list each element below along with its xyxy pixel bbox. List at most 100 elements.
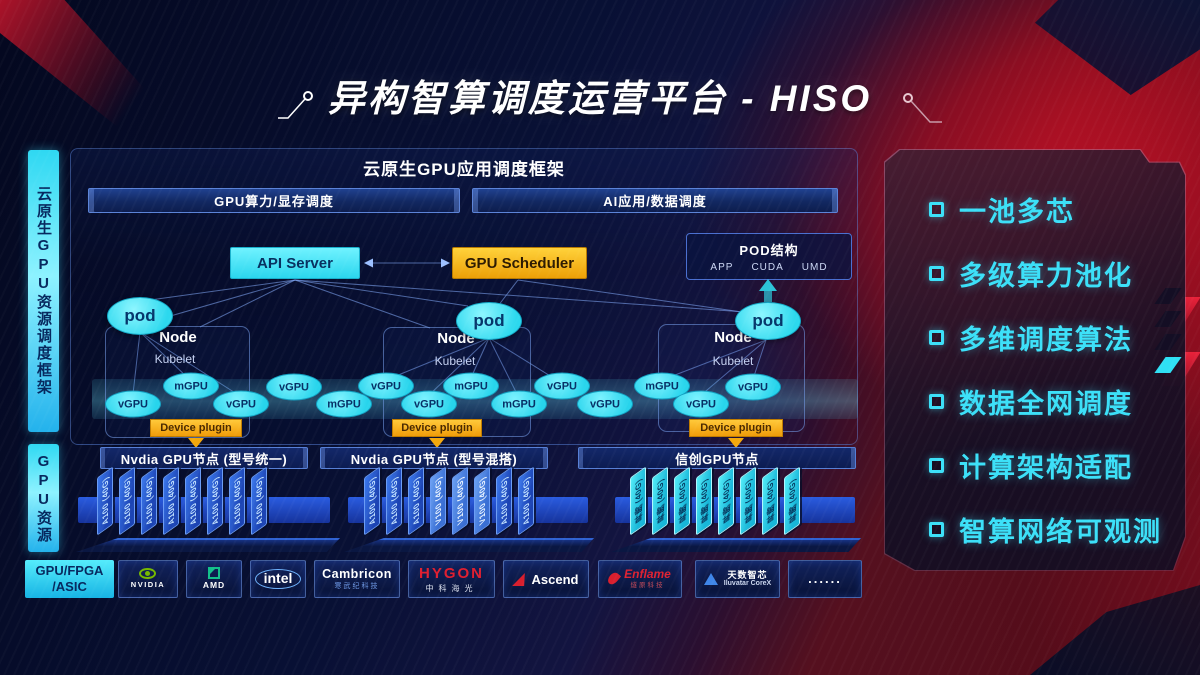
vendor-name: HYGON <box>418 565 484 583</box>
gpu-card-stack-2: A100 (40G) A100 (40G) A100 (40G) V100 (40G)… <box>364 466 534 536</box>
hazard-stripes-decoration <box>1154 288 1182 373</box>
stack-platform-2 <box>344 538 594 552</box>
gpu-card: V100 (40G) <box>452 466 468 536</box>
vgpu-ellipse: vGPU <box>401 390 457 418</box>
iluvatar-logo-icon <box>703 572 718 585</box>
mgpu-ellipse: mGPU <box>163 372 219 400</box>
gpu-card-stack-1: A100 (40G) A100 (40G) A100 (40G) A100 (40G)… <box>97 466 267 536</box>
device-plugin-3: Device plugin <box>689 419 783 437</box>
vendor-name: Cambricon <box>322 567 392 582</box>
pod-structure-item-cuda: CUDA <box>751 262 784 273</box>
vendor-logo-hygon: HYGON 中科海光 <box>408 560 495 598</box>
mgpu-ellipse: mGPU <box>316 390 372 418</box>
device-plugin-arrow-icon <box>728 438 744 448</box>
pod-ellipse-3: pod <box>735 302 801 340</box>
vendor-logo-ascend: Ascend <box>503 560 589 598</box>
gpu-card: A100 (40G) <box>251 466 267 536</box>
gpu-card: A100 (40G) <box>229 466 245 536</box>
gpu-scheduler-box: GPU Scheduler <box>452 247 587 279</box>
gpu-card: 昇腾 (40G) <box>630 466 646 536</box>
device-plugin-2: Device plugin <box>392 419 482 437</box>
checkbox-icon <box>929 457 944 473</box>
pod-ellipse-2: pod <box>456 302 522 340</box>
gpu-card: 昇腾 (40G) <box>652 466 668 536</box>
node-bar-xinchuang: 信创GPU节点 <box>578 447 856 469</box>
page-title: 异构智算调度运营平台 - HISO <box>327 78 873 119</box>
vgpu-ellipse: vGPU <box>725 373 781 401</box>
stack-platform-3 <box>611 538 861 552</box>
checkbox-icon <box>929 329 944 345</box>
vgpu-ellipse: vGPU <box>213 390 269 418</box>
ascend-logo-icon <box>511 572 528 586</box>
vendor-name: Enflame <box>624 567 671 582</box>
bar-ai-app-data-scheduling: AI应用/数据调度 <box>472 188 838 213</box>
node-bar-nvidia-uniform: Nvdia GPU节点 (型号统一) <box>100 447 308 469</box>
pod-structure-item-app: APP <box>710 262 734 273</box>
framework-header: 云原生GPU应用调度框架 <box>363 160 565 179</box>
device-plugin-1: Device plugin <box>150 419 242 437</box>
pod-structure-box: POD结构 APP CUDA UMD <box>686 233 852 280</box>
feature-list: 一池多芯多级算力池化多维调度算法数据全网调度 计算架构适配 智算网络可观测 <box>929 192 1185 547</box>
enflame-logo-icon <box>606 571 622 587</box>
circuit-decoration-left <box>278 91 313 119</box>
circuit-decoration-right <box>903 93 942 123</box>
pod-up-arrow-icon <box>759 279 777 303</box>
vendor-name: 天数智芯 <box>727 569 768 580</box>
device-plugin-arrow-icon <box>429 438 445 448</box>
gpu-card: V100 (40G) <box>474 466 490 536</box>
gpu-card: 昇腾 (40G) <box>696 466 712 536</box>
vendor-logo-more: ...... <box>788 560 862 598</box>
gpu-card: A100 (40G) <box>518 466 534 536</box>
vendor-name: NVIDIA <box>130 580 166 590</box>
sidebar-label-gpu-resources: GPU资源 <box>28 444 59 552</box>
kubelet-label-2: Kubelet <box>434 354 476 368</box>
vendor-subtitle: 中科海光 <box>425 583 478 593</box>
vendor-subtitle: Iluvatar CoreX <box>723 580 772 588</box>
vendor-logo-iluvatar: 天数智芯 Iluvatar CoreX <box>695 560 780 598</box>
feature-item: 多维调度算法 <box>929 320 1185 355</box>
gpu-card: A100 (40G) <box>119 466 135 536</box>
amd-logo-icon <box>207 567 220 580</box>
vendor-name: AMD <box>202 580 226 591</box>
stack-platform-1 <box>76 538 340 552</box>
vendor-name: Ascend <box>531 571 579 587</box>
vendor-subtitle: 寒武纪科技 <box>334 582 380 590</box>
gpu-card: A100 (40G) <box>185 466 201 536</box>
gpu-card: A100 (40G) <box>364 466 380 536</box>
feature-label: 多维调度算法 <box>959 324 1133 355</box>
pod-structure-title: POD结构 <box>739 243 799 258</box>
gpu-card: A100 (40G) <box>408 466 424 536</box>
gpu-card: A100 (40G) <box>207 466 223 536</box>
feature-item: 计算架构适配 <box>929 448 1185 483</box>
vendor-logo-amd: AMD <box>186 560 242 598</box>
checkbox-icon <box>929 393 944 409</box>
nvidia-logo-icon <box>139 568 157 580</box>
api-server-box: API Server <box>230 247 360 279</box>
feature-item: 数据全网调度 <box>929 384 1185 419</box>
feature-panel: 一池多芯多级算力池化多维调度算法数据全网调度 计算架构适配 智算网络可观测 <box>885 150 1185 570</box>
vendor-logo-enflame: Enflame 燧原科技 <box>598 560 682 598</box>
vendor-name: ...... <box>808 570 842 586</box>
device-plugin-arrow-icon <box>188 438 204 448</box>
feature-item: 智算网络可观测 <box>929 512 1185 547</box>
kubelet-label-1: Kubelet <box>154 352 196 366</box>
vendor-subtitle: 燧原科技 <box>630 582 665 590</box>
kubelet-label-3: Kubelet <box>712 354 754 368</box>
sidebar-label-cloud-native-gpu: 云原生GPU资源调度框架 <box>28 150 59 432</box>
vendor-logo-nvidia: NVIDIA <box>118 560 178 598</box>
feature-label: 一池多芯 <box>959 196 1075 227</box>
vgpu-ellipse: vGPU <box>358 372 414 400</box>
gpu-card: A100 (40G) <box>163 466 179 536</box>
feature-item: 多级算力池化 <box>929 256 1185 291</box>
pod-structure-items: APP CUDA UMD <box>710 262 827 273</box>
vendor-logo-intel: intel <box>250 560 306 598</box>
checkbox-icon <box>929 201 944 217</box>
node-label-1: Node <box>159 329 197 346</box>
checkbox-icon <box>929 265 944 281</box>
gpu-card: V100 (40G) <box>430 466 446 536</box>
vgpu-ellipse: vGPU <box>266 373 322 401</box>
hardware-label-box: GPU/FPGA /ASIC <box>25 560 114 598</box>
gpu-card-stack-3: 昇腾 (40G) 昇腾 (40G) 昇腾 (40G) 昇腾 (40G) 昇腾 (40G)… <box>630 466 800 536</box>
gpu-card: 昇腾 (40G) <box>674 466 690 536</box>
